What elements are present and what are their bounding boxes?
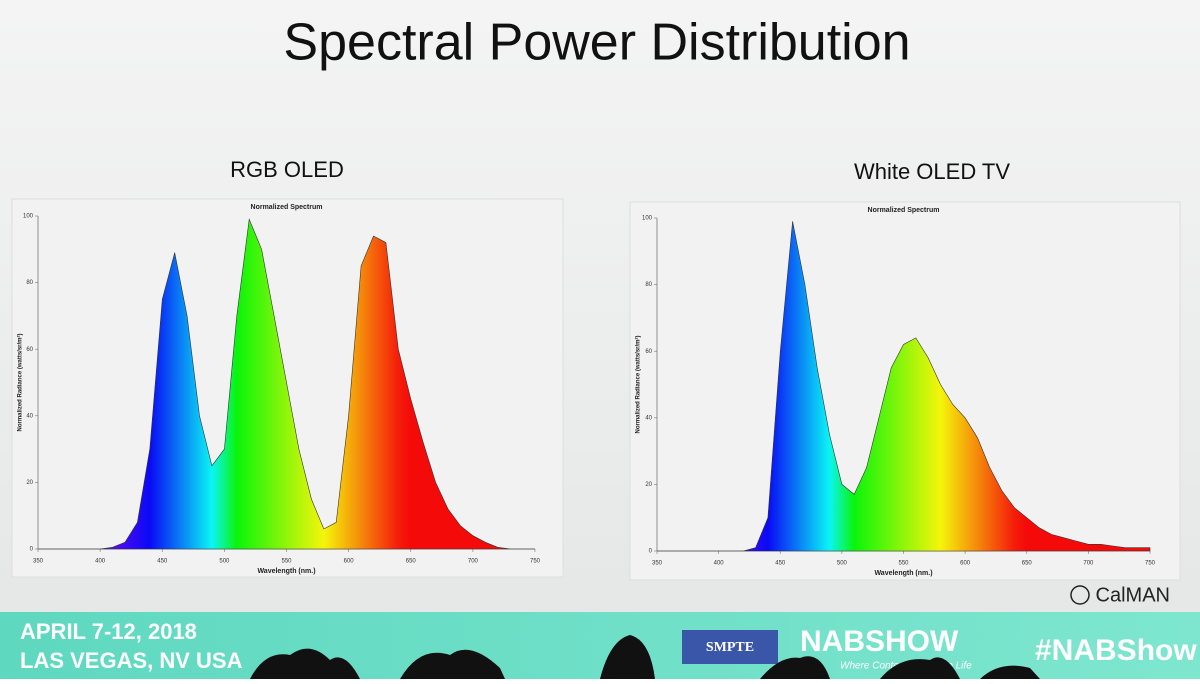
y-tick-label: 20 [26,480,33,486]
y-tick-label: 60 [26,347,33,353]
audience-silhouettes [250,635,1040,679]
y-tick-label: 80 [645,282,652,288]
y-tick-label: 80 [26,280,33,286]
credit: CalMAN [1096,584,1170,606]
y-tick-label: 60 [645,349,652,355]
chart: RGB OLED Normalized Spectrum Wavelength (n… [11,157,564,578]
chart-title: Normalized Spectrum [868,207,940,214]
x-tick-label: 550 [898,561,909,567]
spectrum-area [38,218,535,550]
x-axis-label: Wavelength (nm.) [874,570,932,577]
x-tick-label: 500 [837,561,848,567]
y-tick-label: 40 [26,413,33,419]
x-tick-label: 400 [714,561,725,567]
banner-show: NABSHOW [800,625,959,658]
x-tick-label: 600 [960,561,971,567]
x-tick-label: 400 [95,559,106,565]
y-axis-label: Normalized Radiance (watts/sr/m²) [635,335,642,433]
banner: APRIL 7-12, 2018 LAS VEGAS, NV USA SMPTE… [0,612,1200,679]
y-tick-label: 100 [23,214,34,220]
y-tick-label: 100 [642,216,653,222]
y-tick-label: 40 [645,415,652,421]
credit-logo [1070,585,1090,605]
banner-dates: APRIL 7-12, 2018 [20,619,197,644]
x-tick-label: 750 [530,559,541,565]
y-axis-label: Normalized Radiance (watts/sr/m²) [17,333,24,431]
slide-title: Spectral Power Distribution [283,14,910,72]
x-tick-label: 500 [219,559,230,565]
x-tick-label: 450 [157,559,168,565]
x-tick-label: 350 [652,561,663,567]
x-tick-label: 600 [344,559,355,565]
banner-hashtag: #NABShow [1035,634,1197,667]
chart-title: Normalized Spectrum [251,204,323,211]
chart: White OLED TV Normalized Spectrum Waveleng… [629,159,1181,581]
smpte-badge [682,630,778,664]
banner-location: LAS VEGAS, NV USA [20,648,243,673]
x-tick-label: 700 [1083,561,1094,567]
y-tick-label: 20 [645,482,652,488]
x-tick-label: 450 [775,561,786,567]
y-tick-label: 0 [649,549,653,555]
x-tick-label: 650 [1022,561,1033,567]
banner-logo: SMPTE [706,640,754,655]
x-tick-label: 750 [1145,561,1156,567]
panel-title: RGB OLED [230,157,344,182]
x-tick-label: 700 [468,559,479,565]
panel-title: White OLED TV [854,159,1010,184]
x-tick-label: 650 [406,559,417,565]
x-tick-label: 350 [33,559,44,565]
x-axis-label: Wavelength (nm.) [257,568,315,575]
spectrum-area [657,221,1151,552]
x-tick-label: 550 [281,559,292,565]
y-tick-label: 0 [30,547,34,553]
